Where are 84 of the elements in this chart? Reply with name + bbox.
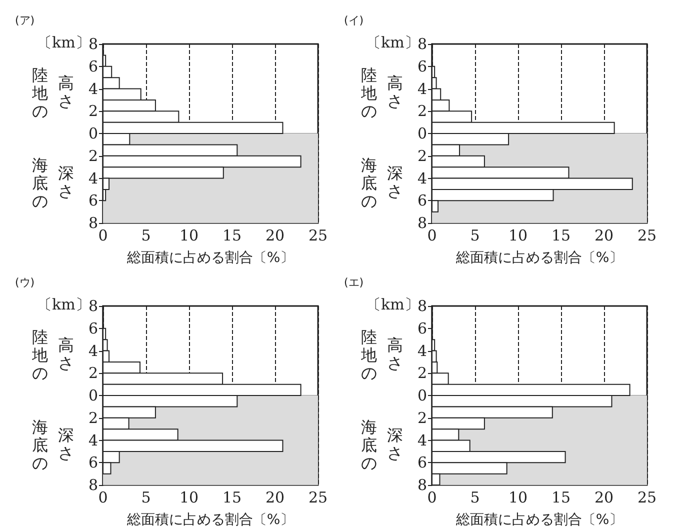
y-tick-label: 4 <box>417 342 427 360</box>
x-tick-label: 10 <box>508 226 528 244</box>
y-tick-label: 4 <box>88 80 98 98</box>
text: 陸地の <box>31 66 48 120</box>
y-tick-label: 0 <box>88 124 98 142</box>
y-tick-label: 2 <box>88 364 98 382</box>
y-tick-label: 2 <box>417 102 427 120</box>
y-tick-label: 4 <box>88 169 98 188</box>
text: 深さ <box>58 164 74 200</box>
x-tick-label: 20 <box>265 226 285 244</box>
text: 海底の <box>361 156 377 210</box>
text: 海底の <box>32 156 48 210</box>
x-tick-label: 5 <box>141 488 151 506</box>
x-axis-title: 総面積に占める割合〔%〕 <box>454 512 624 528</box>
x-tick-label: 25 <box>637 488 657 506</box>
text: 高さ <box>58 74 74 110</box>
y-axis-title: 〔km〕 <box>37 34 90 52</box>
x-tick-label: 25 <box>637 226 657 244</box>
x-tick-label: 10 <box>179 488 199 506</box>
y-tick-label: 8 <box>417 214 427 232</box>
chart-title: (エ) <box>344 276 364 289</box>
y-tick-label: 2 <box>88 102 98 120</box>
x-tick-label: 20 <box>594 226 614 244</box>
y-tick-label: 8 <box>88 214 98 232</box>
x-tick-label: 25 <box>308 488 328 506</box>
x-tick-label: 15 <box>222 226 242 244</box>
x-axis-title: 総面積に占める割合〔%〕 <box>126 512 294 528</box>
x-tick-label: 20 <box>594 488 614 506</box>
chart-title: (ウ) <box>15 276 35 289</box>
chart-title: (イ) <box>344 14 364 27</box>
y-tick-label: 2 <box>88 408 98 427</box>
y-tick-label: 6 <box>88 319 98 338</box>
y-tick-label: 6 <box>417 57 427 76</box>
y-axis-title: 〔km〕 <box>37 296 90 314</box>
y-tick-label: 0 <box>88 386 98 404</box>
y-tick-label: 0 <box>417 386 427 404</box>
y-tick-label: 6 <box>417 192 427 210</box>
y-tick-label: 6 <box>88 192 98 210</box>
y-axis-title: 〔km〕 <box>366 34 420 52</box>
y-tick-label: 8 <box>417 35 427 53</box>
x-axis-title: 総面積に占める割合〔%〕 <box>126 250 294 266</box>
y-tick-label: 6 <box>417 319 427 338</box>
x-tick-label: 15 <box>551 488 571 506</box>
y-tick-label: 2 <box>417 364 427 382</box>
y-tick-label: 2 <box>417 408 427 427</box>
y-tick-label: 8 <box>88 476 98 494</box>
y-tick-label: 6 <box>417 454 427 472</box>
text: 深さ <box>387 426 403 462</box>
y-tick-label: 8 <box>88 35 98 53</box>
y-tick-label: 6 <box>88 454 98 472</box>
x-axis-title: 総面積に占める割合〔%〕 <box>454 250 624 266</box>
y-tick-label: 6 <box>88 57 98 76</box>
text: 深さ <box>58 426 74 462</box>
chart-title: (ア) <box>15 14 35 27</box>
y-tick-label: 0 <box>417 124 427 142</box>
y-tick-label: 4 <box>88 342 98 360</box>
x-tick-label: 20 <box>265 488 285 506</box>
y-tick-label: 8 <box>88 297 98 315</box>
x-tick-label: 15 <box>551 226 571 244</box>
x-tick-label: 5 <box>470 226 480 244</box>
y-axis-title: 〔km〕 <box>366 296 420 314</box>
x-tick-label: 10 <box>508 488 528 506</box>
text: 陸地の <box>31 328 48 382</box>
text: 高さ <box>387 336 403 372</box>
x-tick-label: 25 <box>308 226 328 244</box>
x-tick-label: 5 <box>470 488 480 506</box>
text: 海底の <box>32 418 48 472</box>
text: 高さ <box>58 336 74 372</box>
y-tick-label: 2 <box>417 146 427 165</box>
y-tick-label: 8 <box>417 297 427 315</box>
text: 陸地の <box>360 328 377 382</box>
y-tick-label: 4 <box>417 431 427 450</box>
x-tick-label: 5 <box>141 226 151 244</box>
text: 深さ <box>387 164 403 200</box>
text: 高さ <box>387 74 403 110</box>
text: 海底の <box>361 418 377 472</box>
y-tick-label: 4 <box>417 80 427 98</box>
y-tick-label: 4 <box>88 431 98 450</box>
x-tick-label: 10 <box>179 226 199 244</box>
y-tick-label: 2 <box>88 146 98 165</box>
y-tick-label: 4 <box>417 169 427 188</box>
text: 陸地の <box>360 66 377 120</box>
x-tick-label: 15 <box>222 488 242 506</box>
y-tick-label: 8 <box>417 476 427 494</box>
